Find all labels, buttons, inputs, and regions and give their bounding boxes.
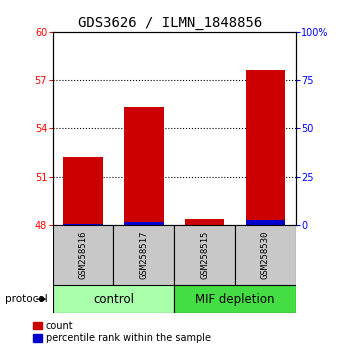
Text: protocol: protocol [5, 294, 48, 304]
Bar [124, 107, 164, 225]
Text: GSM258530: GSM258530 [261, 231, 270, 279]
Text: GSM258515: GSM258515 [200, 231, 209, 279]
Bar [235, 225, 296, 285]
Bar [63, 157, 103, 225]
Bar [63, 224, 103, 225]
Text: GSM258516: GSM258516 [79, 231, 88, 279]
Bar [246, 220, 285, 225]
Bar [124, 222, 164, 225]
Bar [246, 70, 285, 225]
Text: MIF depletion: MIF depletion [195, 293, 275, 306]
Text: GSM258517: GSM258517 [139, 231, 148, 279]
Bar [174, 225, 235, 285]
Bar [185, 219, 224, 225]
Bar [53, 225, 114, 285]
Bar [174, 285, 296, 313]
Text: GDS3626 / ILMN_1848856: GDS3626 / ILMN_1848856 [78, 16, 262, 30]
Legend: count, percentile rank within the sample: count, percentile rank within the sample [29, 317, 215, 347]
Bar [114, 225, 174, 285]
Bar [53, 285, 174, 313]
Text: control: control [93, 293, 134, 306]
